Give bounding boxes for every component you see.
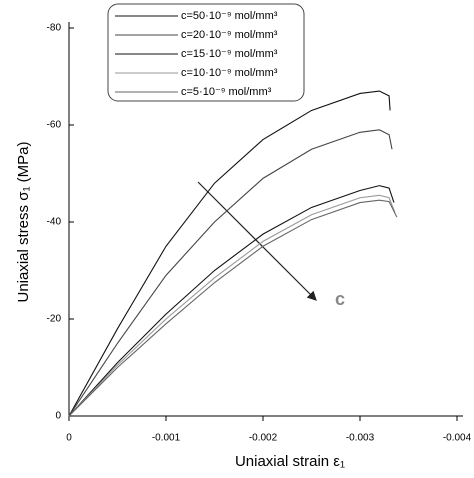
y-axis-title: Uniaxial stress σ₁ (MPa) [15,141,32,302]
x-tick-label: -0.003 [346,433,375,444]
y-tick-label: 0 [55,411,61,422]
x-tick-label: -0.004 [443,433,472,444]
line [68,129,393,417]
x-tick-label: -0.002 [249,433,278,444]
line [68,194,396,417]
y-tick-label: -40 [47,217,62,228]
line [68,199,398,417]
legend-label: c=20·10⁻⁹ mol/mm³ [181,29,278,41]
legend-label: c=15·10⁻⁹ mol/mm³ [181,48,278,60]
annotation: c [335,289,345,309]
legend-label: c=50·10⁻⁹ mol/mm³ [181,10,278,22]
legend-box [107,3,305,102]
line [68,185,395,417]
y-tick-label: -20 [47,314,62,325]
x-axis-title: Uniaxial strain ε₁ [235,453,345,470]
arrow [197,181,317,301]
x-tick-label: -0.001 [152,433,181,444]
x-tick-label: 0 [66,433,72,444]
legend-label: c=10·10⁻⁹ mol/mm³ [181,67,278,79]
y-tick-label: -60 [47,120,62,131]
legend-label: c=5·10⁻⁹ mol/mm³ [181,86,272,98]
y-tick-label: -80 [47,23,62,34]
line [68,90,391,417]
